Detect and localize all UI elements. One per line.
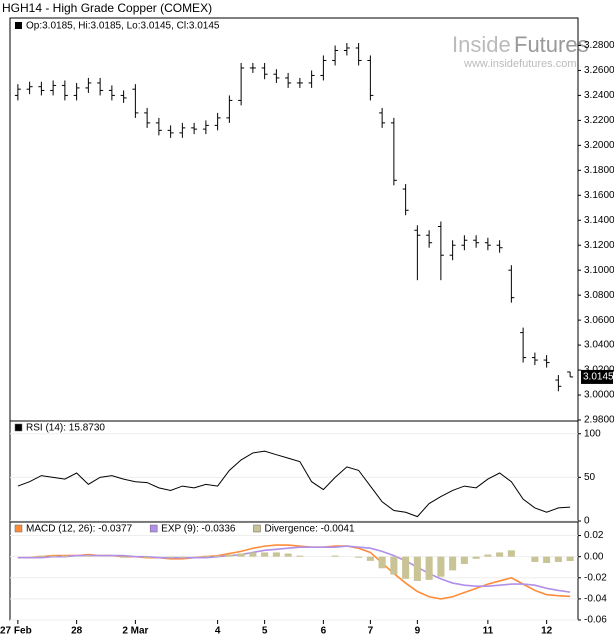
divergence-bar <box>554 556 562 562</box>
logo-url: www.insidefutures.com <box>463 58 577 70</box>
divergence-bar <box>331 555 339 557</box>
x-tick-label: 4 <box>215 626 221 637</box>
y-tick-label: 3.0800 <box>584 290 614 301</box>
divergence-bar <box>531 556 539 562</box>
last-price: 3.0145 <box>583 372 614 383</box>
divergence-bar <box>143 556 151 558</box>
divergence-bar <box>296 555 304 557</box>
chart-title: HGH14 - High Grade Copper (COMEX) <box>2 1 212 15</box>
divergence-bar <box>496 552 504 557</box>
x-tick-label: 28 <box>71 626 83 637</box>
x-tick-label: 11 <box>483 626 494 637</box>
legend-swatch <box>14 524 23 533</box>
divergence-bar <box>225 554 233 557</box>
y-tick-label: 3.2600 <box>584 65 614 76</box>
series-line <box>17 544 571 600</box>
legend-label: RSI (14): 15.8730 <box>26 423 105 434</box>
divergence-bar <box>272 552 280 557</box>
divergence-bar <box>543 556 551 563</box>
x-tick-label: 27 Feb <box>0 626 32 637</box>
y-tick-label: 0.02 <box>584 530 604 541</box>
divergence-bar <box>61 555 69 557</box>
x-tick-label: 2 Mar <box>122 626 148 637</box>
divergence-bar <box>120 556 128 558</box>
divergence-bar <box>566 556 574 561</box>
legend-label: Divergence: -0.0041 <box>264 524 354 535</box>
divergence-bar <box>355 556 363 558</box>
y-tick-label: 0 <box>584 516 590 527</box>
y-tick-label: 3.2400 <box>584 90 614 101</box>
divergence-bar <box>84 555 92 557</box>
legend-label: EXP (9): -0.0336 <box>161 524 236 535</box>
legend-swatch <box>15 22 22 29</box>
legend-swatch <box>253 524 261 533</box>
divergence-bar <box>237 553 245 557</box>
y-tick-label: 3.0000 <box>584 390 614 401</box>
divergence-bar <box>437 556 445 577</box>
divergence-bar <box>390 556 398 575</box>
divergence-bar <box>214 555 222 557</box>
divergence-bar <box>249 552 257 557</box>
divergence-bar <box>449 556 457 571</box>
divergence-bar <box>507 550 515 557</box>
y-tick-label: 0.00 <box>584 551 604 562</box>
divergence-bar <box>366 556 374 561</box>
divergence-bar <box>202 555 210 557</box>
y-tick-label: 3.2000 <box>584 140 614 151</box>
divergence-bar <box>178 556 186 558</box>
divergence-bar <box>378 556 386 569</box>
y-tick-label: 3.1400 <box>584 215 614 226</box>
divergence-bar <box>49 555 57 557</box>
legend-label: MACD (12, 26): -0.0377 <box>26 524 133 535</box>
y-tick-label: 3.1200 <box>584 240 614 251</box>
series-line <box>17 545 571 593</box>
legend-swatch <box>14 423 23 432</box>
logo: Inside <box>452 32 511 57</box>
y-tick-label: 3.0600 <box>584 315 614 326</box>
x-tick-label: 5 <box>262 626 268 637</box>
y-tick-label: 3.1800 <box>584 165 614 176</box>
legend-swatch <box>149 524 158 533</box>
y-tick-label: 3.2800 <box>584 40 614 51</box>
divergence-bar <box>261 552 269 557</box>
y-tick-label: 50 <box>584 472 596 483</box>
y-tick-label: -0.06 <box>584 615 607 626</box>
x-tick-label: 9 <box>415 626 421 637</box>
divergence-bar <box>284 553 292 557</box>
y-tick-label: 2.9800 <box>584 415 614 426</box>
divergence-bar <box>402 556 410 579</box>
divergence-bar <box>413 556 421 581</box>
x-tick-label: 7 <box>368 626 374 637</box>
y-tick-label: 3.1600 <box>584 190 614 201</box>
y-tick-label: 3.1000 <box>584 265 614 276</box>
divergence-bar <box>425 556 433 580</box>
divergence-bar <box>167 556 175 558</box>
info-label: Op:3.0185, Hi:3.0185, Lo:3.0145, Cl:3.01… <box>26 21 220 32</box>
series-line <box>17 450 571 518</box>
divergence-bar <box>460 556 468 565</box>
divergence-bar <box>472 556 480 559</box>
logo: Futures <box>514 32 589 57</box>
y-tick-label: 100 <box>584 428 601 439</box>
y-tick-label: -0.04 <box>584 594 607 605</box>
y-tick-label: -0.02 <box>584 572 607 583</box>
divergence-bar <box>37 555 45 557</box>
x-tick-label: 6 <box>321 626 327 637</box>
x-tick-label: 12 <box>541 626 553 637</box>
y-tick-label: 3.0400 <box>584 340 614 351</box>
last-price-tag <box>581 369 613 384</box>
y-tick-label: 3.2200 <box>584 115 614 126</box>
divergence-bar <box>484 554 492 557</box>
